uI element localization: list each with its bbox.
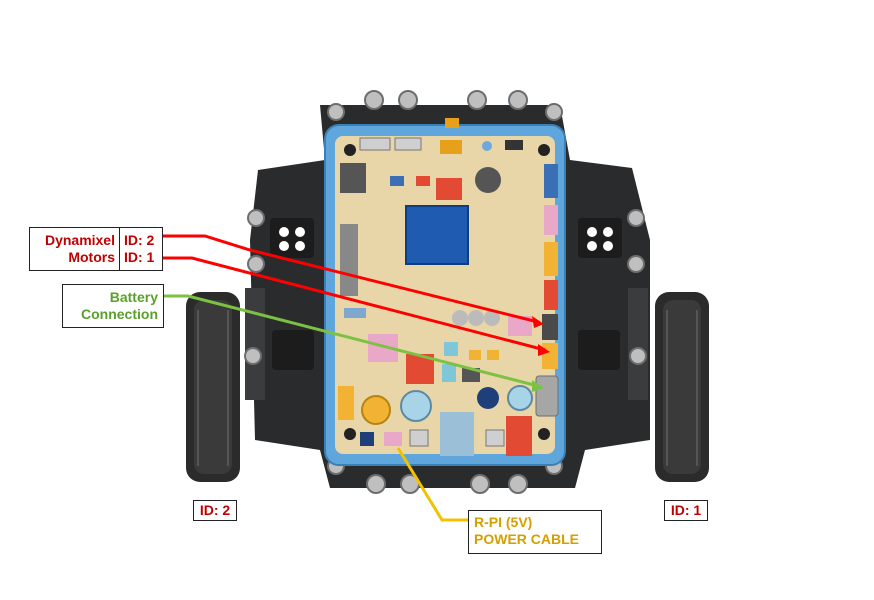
dynamixel-motors-label: Dynamixel Motors ID: 2 ID: 1 <box>29 227 163 271</box>
right-wheel-id-label: ID: 1 <box>664 500 708 521</box>
battery-connection-label: Battery Connection <box>62 284 164 328</box>
motor-id2-text: ID: 2 <box>124 232 155 248</box>
motor-id1-arrow <box>162 256 546 352</box>
battery-text: Battery <box>109 289 158 305</box>
right-wheel <box>655 292 709 482</box>
rpi-power-cable-label: R-PI (5V) POWER CABLE <box>468 510 602 554</box>
battery-arrow <box>164 294 539 388</box>
left-wheel-id-label: ID: 2 <box>193 500 237 521</box>
rpi-text: R-PI (5V) <box>474 514 533 530</box>
rpi-cable-arrow <box>396 447 468 522</box>
connection-text: Connection <box>81 306 158 322</box>
board-components <box>338 118 559 456</box>
motor-id2-arrow <box>162 234 539 324</box>
motors-text: Motors <box>68 249 115 265</box>
left-wheel <box>186 292 240 482</box>
dynamixel-text: Dynamixel <box>44 232 115 248</box>
power-cable-text: POWER CABLE <box>474 531 579 547</box>
motor-id1-text: ID: 1 <box>124 249 155 265</box>
